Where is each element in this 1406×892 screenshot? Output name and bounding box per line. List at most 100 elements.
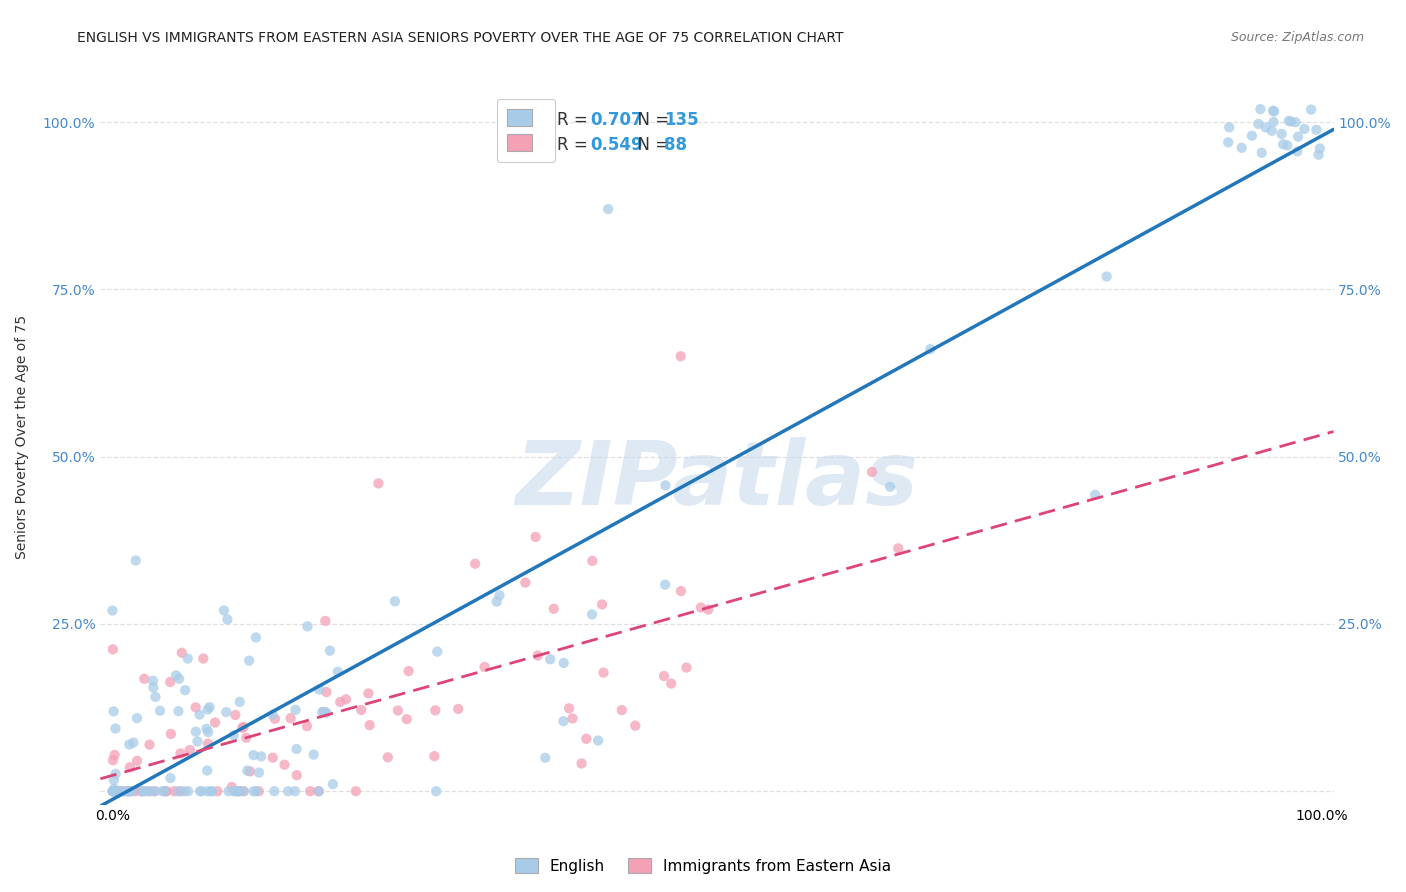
Legend: English, Immigrants from Eastern Asia: English, Immigrants from Eastern Asia <box>509 852 897 880</box>
Point <box>534 751 557 765</box>
Text: 135: 135 <box>664 112 699 129</box>
Point <box>488 588 510 602</box>
Point <box>186 734 208 748</box>
Point <box>104 766 127 780</box>
Point <box>308 784 330 798</box>
Point <box>592 665 614 680</box>
Point <box>204 715 226 730</box>
Point <box>104 784 127 798</box>
Point <box>134 784 156 798</box>
Point <box>226 784 249 798</box>
Point <box>167 784 190 798</box>
Text: R =: R = <box>557 112 593 129</box>
Y-axis label: Seniors Poverty Over the Age of 75: Seniors Poverty Over the Age of 75 <box>15 315 30 558</box>
Point <box>198 700 221 714</box>
Point <box>299 784 322 798</box>
Point <box>1218 120 1240 135</box>
Point <box>197 737 219 751</box>
Point <box>160 727 183 741</box>
Point <box>1261 103 1284 118</box>
Point <box>423 749 446 764</box>
Point <box>217 612 239 626</box>
Point <box>197 784 219 798</box>
Point <box>652 669 675 683</box>
Point <box>1247 117 1270 131</box>
Point <box>575 731 598 746</box>
Point <box>247 765 270 780</box>
Point <box>1284 115 1306 129</box>
Point <box>610 703 633 717</box>
Point <box>263 784 285 798</box>
Point <box>108 784 131 798</box>
Point <box>145 690 167 704</box>
Point <box>101 784 124 798</box>
Point <box>125 553 148 567</box>
Point <box>669 349 692 363</box>
Point <box>308 682 330 697</box>
Point <box>101 603 124 617</box>
Point <box>920 342 942 356</box>
Point <box>103 773 125 788</box>
Point <box>107 784 129 798</box>
Point <box>163 784 186 798</box>
Point <box>273 757 295 772</box>
Point <box>1286 129 1309 144</box>
Point <box>322 777 344 791</box>
Point <box>129 784 152 798</box>
Point <box>1230 141 1253 155</box>
Point <box>167 704 190 718</box>
Point <box>115 784 138 798</box>
Point <box>200 784 222 798</box>
Text: R =: R = <box>557 136 593 154</box>
Point <box>236 764 259 778</box>
Point <box>1271 127 1294 141</box>
Point <box>426 645 449 659</box>
Point <box>335 692 357 706</box>
Point <box>1277 138 1299 153</box>
Point <box>150 784 173 798</box>
Point <box>264 712 287 726</box>
Point <box>131 784 153 798</box>
Point <box>1095 269 1118 284</box>
Point <box>1250 145 1272 160</box>
Point <box>302 747 325 762</box>
Point <box>221 780 243 794</box>
Point <box>184 700 207 714</box>
Point <box>142 681 165 695</box>
Point <box>284 784 307 798</box>
Point <box>245 784 267 798</box>
Point <box>558 701 581 715</box>
Point <box>169 747 191 761</box>
Point <box>1254 120 1277 135</box>
Point <box>247 784 270 798</box>
Point <box>136 784 159 798</box>
Point <box>311 705 333 719</box>
Point <box>654 478 676 492</box>
Point <box>887 541 910 556</box>
Point <box>543 601 565 615</box>
Point <box>598 202 620 216</box>
Point <box>174 683 197 698</box>
Point <box>173 784 195 798</box>
Point <box>239 764 262 779</box>
Point <box>586 733 609 747</box>
Point <box>357 686 380 700</box>
Point <box>312 705 335 719</box>
Point <box>447 702 470 716</box>
Point <box>117 784 139 798</box>
Point <box>231 721 253 735</box>
Point <box>155 784 177 798</box>
Text: 88: 88 <box>664 136 688 154</box>
Point <box>307 784 329 798</box>
Point <box>118 760 141 774</box>
Point <box>125 711 148 725</box>
Point <box>485 594 508 608</box>
Point <box>165 668 187 682</box>
Point <box>297 619 319 633</box>
Point <box>315 706 337 720</box>
Text: ZIPatlas: ZIPatlas <box>516 437 918 524</box>
Point <box>329 695 352 709</box>
Point <box>280 711 302 725</box>
Point <box>350 703 373 717</box>
Point <box>134 672 156 686</box>
